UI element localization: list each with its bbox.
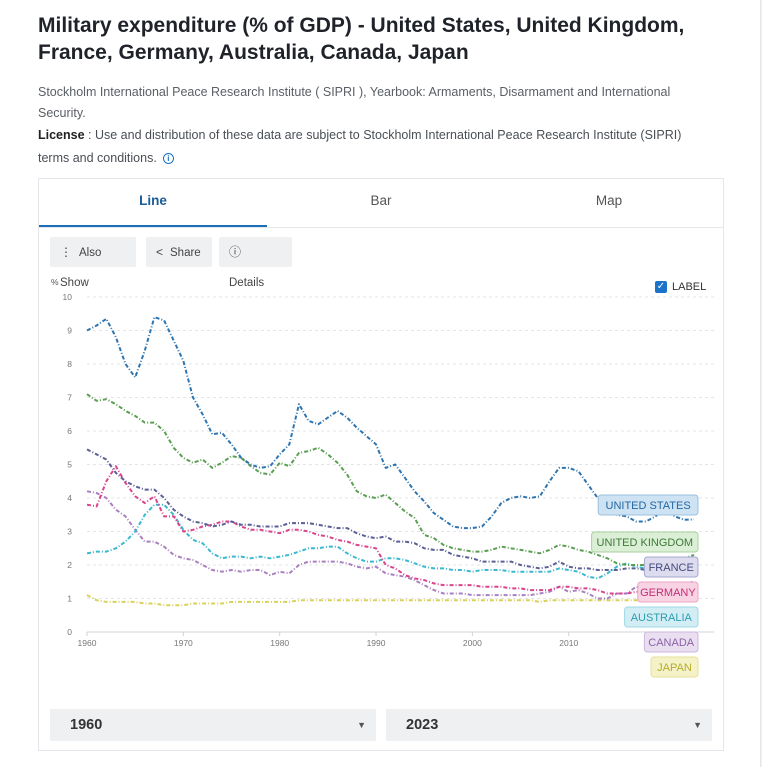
series-line [86,448,695,571]
line-chart: 0 1 2 3 4 5 6 7 8 9 10% 1960 1970 1980 1990 2000 2010 UNI… [51,277,714,678]
also-show-button[interactable]: ⋮ Also Show [50,237,136,289]
info-icon: ⓘ [229,245,242,259]
series-line [86,490,695,600]
series-label: UNITED STATES [606,500,691,512]
x-tick-label: 2000 [463,638,482,648]
y-tick-label: 10 [63,292,73,302]
license-text: License : Use and distribution of these … [38,124,708,170]
end-year-value: 2023 [406,717,439,733]
label-toggle[interactable]: ✓ LABEL [655,280,706,294]
label-toggle-text: LABEL [672,281,707,293]
start-year-value: 1960 [70,717,103,733]
series-line [86,465,695,595]
series-label: AUSTRALIA [631,612,693,624]
series-label-box [597,494,699,516]
series-line [86,316,695,530]
also-show-label: Also Show [60,247,102,289]
x-tick-label: 2010 [559,638,578,648]
tab-bar[interactable]: Bar [370,193,392,208]
y-axis-label: % [51,277,59,287]
end-year-select[interactable]: 2023 ▼ [386,709,712,741]
series-label: UNITED KINGDOM [597,537,694,549]
tab-line[interactable]: Line [39,179,267,227]
series-label-box [591,531,699,553]
y-tick-label: 7 [67,393,72,403]
series-label-box [637,581,699,603]
x-tick-label: 1970 [174,638,193,648]
y-tick-label: 5 [67,460,72,470]
series-label: CANADA [648,637,695,649]
checkbox-icon[interactable]: ✓ [655,281,667,294]
series-label-box [624,606,699,628]
share-label: Share [170,247,201,259]
series-line [86,393,695,566]
y-tick-label: 1 [67,594,72,604]
series-label: GERMANY [640,587,696,599]
chart-card: Line Bar Map ⋮ Also Show < Share ⓘDetails … [38,178,724,751]
chevron-down-icon: ▼ [357,720,366,730]
series-label: JAPAN [657,662,692,674]
page-title: Military expenditure (% of GDP) - United… [38,14,685,64]
series-line [86,590,695,607]
license-body: : Use and distribution of these data are… [38,128,682,165]
series-line [86,503,695,580]
y-tick-label: 6 [67,426,72,436]
details-button[interactable]: ⓘ Details [219,237,292,289]
series-label: FRANCE [649,562,694,574]
series-label-box [650,656,699,678]
share-button[interactable]: < Share [146,237,212,267]
series-label-box [643,556,699,578]
y-tick-label: 9 [67,326,72,336]
y-tick-label: 4 [67,493,72,503]
license-label: License [38,128,85,142]
y-tick-label: 0 [67,627,72,637]
share-icon: < [156,245,164,259]
details-label: Details [229,277,265,289]
info-icon[interactable]: i [162,153,174,165]
source-text: Stockholm International Peace Research I… [38,85,671,120]
tab-map[interactable]: Map [595,193,623,208]
start-year-select[interactable]: 1960 ▼ [50,709,376,741]
x-tick-label: 1990 [367,638,386,648]
chevron-down-icon: ▼ [693,720,702,730]
y-tick-label: 3 [67,527,72,537]
view-tabs: Line Bar Map [39,179,723,228]
y-tick-label: 2 [67,560,72,570]
more-vertical-icon: ⋮ [60,245,72,259]
series-label-box [643,631,699,653]
y-tick-label: 8 [67,359,72,369]
x-tick-label: 1980 [270,638,289,648]
x-tick-label: 1960 [78,638,97,648]
